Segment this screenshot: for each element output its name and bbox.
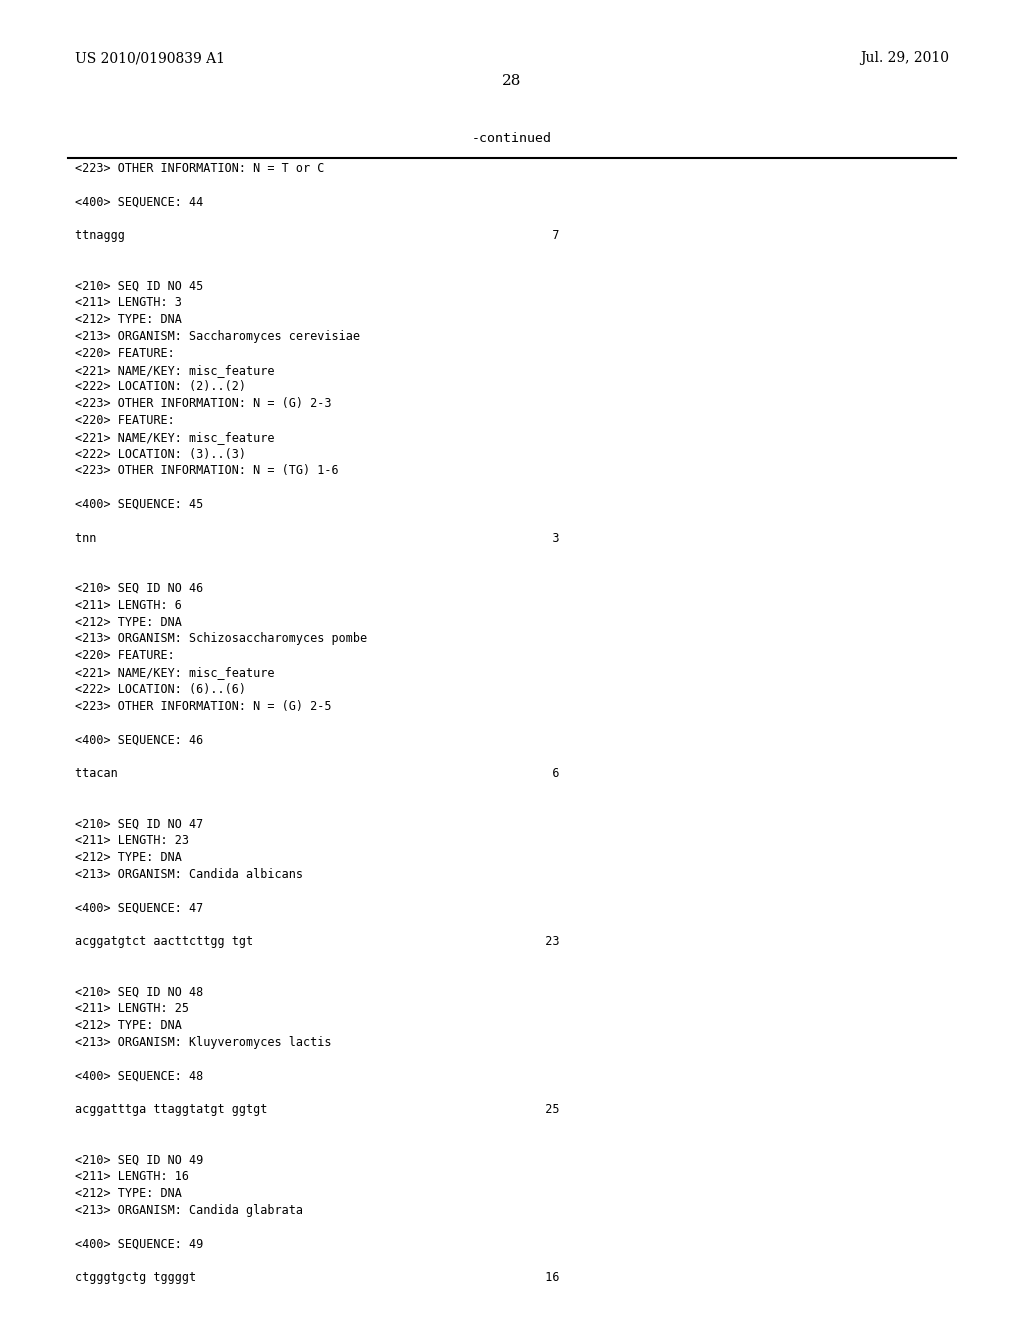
Text: <212> TYPE: DNA: <212> TYPE: DNA (75, 851, 182, 863)
Text: US 2010/0190839 A1: US 2010/0190839 A1 (75, 51, 225, 65)
Text: <222> LOCATION: (6)..(6): <222> LOCATION: (6)..(6) (75, 682, 246, 696)
Text: <213> ORGANISM: Kluyveromyces lactis: <213> ORGANISM: Kluyveromyces lactis (75, 1036, 332, 1048)
Text: <213> ORGANISM: Candida glabrata: <213> ORGANISM: Candida glabrata (75, 1204, 303, 1217)
Text: <210> SEQ ID NO 47: <210> SEQ ID NO 47 (75, 817, 203, 830)
Text: <210> SEQ ID NO 45: <210> SEQ ID NO 45 (75, 280, 203, 293)
Text: acggatttga ttaggtatgt ggtgt                                       25: acggatttga ttaggtatgt ggtgt 25 (75, 1102, 559, 1115)
Text: <210> SEQ ID NO 48: <210> SEQ ID NO 48 (75, 985, 203, 998)
Text: <212> TYPE: DNA: <212> TYPE: DNA (75, 1019, 182, 1032)
Text: <222> LOCATION: (3)..(3): <222> LOCATION: (3)..(3) (75, 447, 246, 461)
Text: tnn                                                                3: tnn 3 (75, 532, 559, 545)
Text: -continued: -continued (472, 132, 552, 145)
Text: ttacan                                                             6: ttacan 6 (75, 767, 559, 780)
Text: <222> LOCATION: (2)..(2): <222> LOCATION: (2)..(2) (75, 380, 246, 393)
Text: <400> SEQUENCE: 45: <400> SEQUENCE: 45 (75, 498, 203, 511)
Text: <400> SEQUENCE: 44: <400> SEQUENCE: 44 (75, 195, 203, 209)
Text: <221> NAME/KEY: misc_feature: <221> NAME/KEY: misc_feature (75, 430, 274, 444)
Text: <211> LENGTH: 6: <211> LENGTH: 6 (75, 599, 182, 611)
Text: <212> TYPE: DNA: <212> TYPE: DNA (75, 615, 182, 628)
Text: <400> SEQUENCE: 46: <400> SEQUENCE: 46 (75, 733, 203, 746)
Text: <211> LENGTH: 16: <211> LENGTH: 16 (75, 1170, 189, 1183)
Text: ttnaggg                                                            7: ttnaggg 7 (75, 230, 559, 242)
Text: <213> ORGANISM: Schizosaccharomyces pombe: <213> ORGANISM: Schizosaccharomyces pomb… (75, 632, 368, 645)
Text: <223> OTHER INFORMATION: N = T or C: <223> OTHER INFORMATION: N = T or C (75, 162, 325, 176)
Text: <223> OTHER INFORMATION: N = (TG) 1-6: <223> OTHER INFORMATION: N = (TG) 1-6 (75, 465, 339, 478)
Text: <211> LENGTH: 23: <211> LENGTH: 23 (75, 834, 189, 847)
Text: <220> FEATURE:: <220> FEATURE: (75, 347, 175, 360)
Text: <220> FEATURE:: <220> FEATURE: (75, 649, 175, 663)
Text: <210> SEQ ID NO 46: <210> SEQ ID NO 46 (75, 582, 203, 595)
Text: ctgggtgctg tggggt                                                 16: ctgggtgctg tggggt 16 (75, 1271, 559, 1284)
Text: <220> FEATURE:: <220> FEATURE: (75, 414, 175, 426)
Text: <211> LENGTH: 25: <211> LENGTH: 25 (75, 1002, 189, 1015)
Text: acggatgtct aacttcttgg tgt                                         23: acggatgtct aacttcttgg tgt 23 (75, 935, 559, 948)
Text: <221> NAME/KEY: misc_feature: <221> NAME/KEY: misc_feature (75, 667, 274, 678)
Text: <212> TYPE: DNA: <212> TYPE: DNA (75, 313, 182, 326)
Text: <400> SEQUENCE: 47: <400> SEQUENCE: 47 (75, 902, 203, 915)
Text: <213> ORGANISM: Candida albicans: <213> ORGANISM: Candida albicans (75, 867, 303, 880)
Text: <213> ORGANISM: Saccharomyces cerevisiae: <213> ORGANISM: Saccharomyces cerevisiae (75, 330, 360, 343)
Text: Jul. 29, 2010: Jul. 29, 2010 (860, 51, 949, 65)
Text: <400> SEQUENCE: 48: <400> SEQUENCE: 48 (75, 1069, 203, 1082)
Text: <223> OTHER INFORMATION: N = (G) 2-3: <223> OTHER INFORMATION: N = (G) 2-3 (75, 397, 332, 411)
Text: <210> SEQ ID NO 49: <210> SEQ ID NO 49 (75, 1154, 203, 1166)
Text: <212> TYPE: DNA: <212> TYPE: DNA (75, 1187, 182, 1200)
Text: <211> LENGTH: 3: <211> LENGTH: 3 (75, 297, 182, 309)
Text: <400> SEQUENCE: 49: <400> SEQUENCE: 49 (75, 1237, 203, 1250)
Text: <221> NAME/KEY: misc_feature: <221> NAME/KEY: misc_feature (75, 363, 274, 376)
Text: 28: 28 (503, 74, 521, 88)
Text: <223> OTHER INFORMATION: N = (G) 2-5: <223> OTHER INFORMATION: N = (G) 2-5 (75, 700, 332, 713)
